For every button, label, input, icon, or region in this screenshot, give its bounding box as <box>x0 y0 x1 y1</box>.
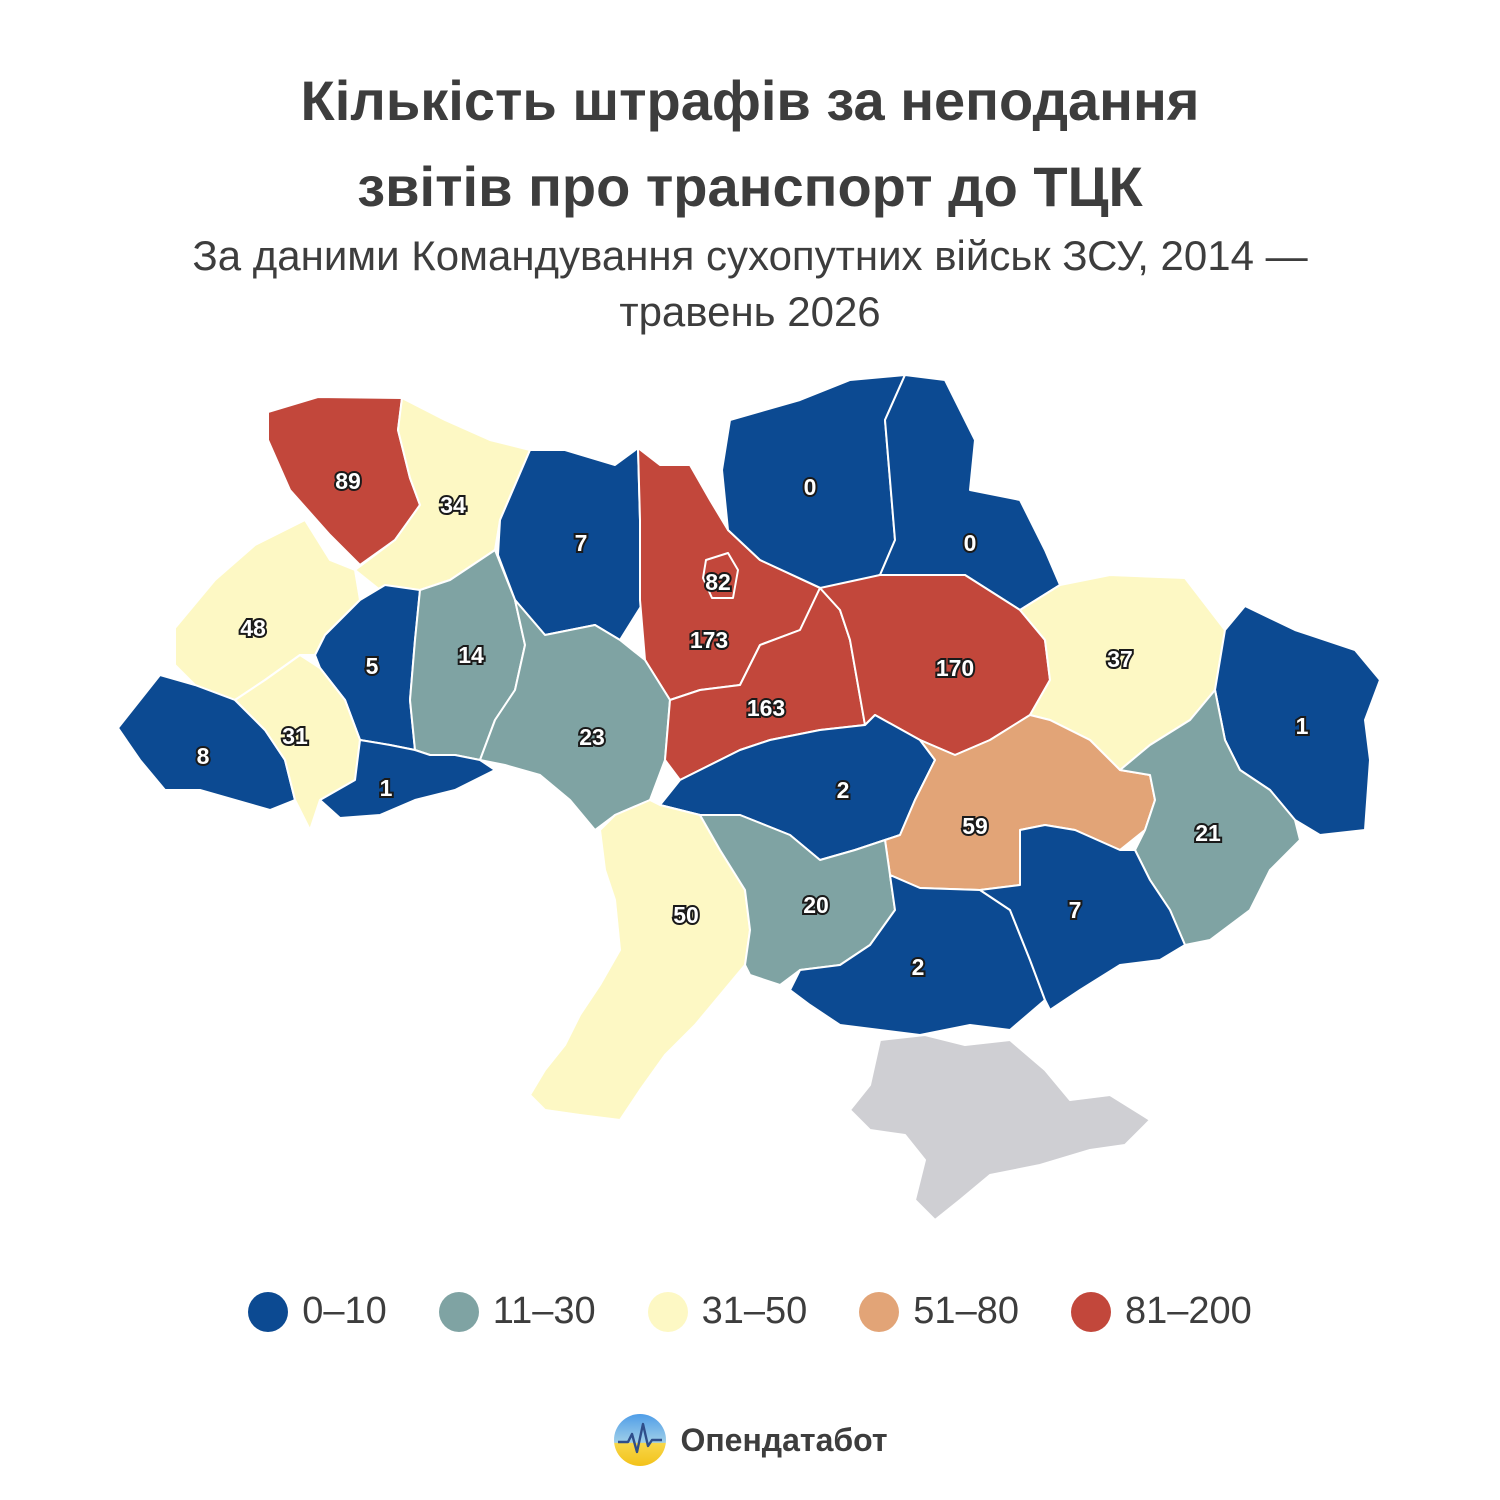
value-label-sumy: 0 <box>964 530 977 556</box>
legend-item: 81–200 <box>1070 1290 1252 1333</box>
region-chernivtsi <box>319 739 496 819</box>
legend-label: 81–200 <box>1124 1290 1252 1332</box>
region-vinnytsia <box>479 599 671 831</box>
value-label-ternopil: 5 <box>366 653 379 679</box>
value-label-ivano-frankivsk: 31 <box>282 723 308 749</box>
legend-label: 11–30 <box>492 1290 596 1332</box>
legend-label: 0–10 <box>302 1290 387 1332</box>
legend-swatch <box>438 1291 479 1332</box>
legend-swatch <box>1070 1291 1111 1332</box>
legend-item: 51–80 <box>859 1290 1019 1333</box>
value-label-vinnytsia: 23 <box>579 724 605 750</box>
value-label-khmelnytskyi: 14 <box>458 642 484 668</box>
legend-swatch <box>647 1291 688 1332</box>
value-label-zaporizhzhia: 7 <box>1069 897 1082 923</box>
value-label-kharkiv: 37 <box>1107 646 1133 672</box>
region-kyiv-city <box>702 552 739 599</box>
brand-name: Опендатабот <box>680 1421 888 1458</box>
legend-item: 0–10 <box>248 1290 387 1333</box>
legend: 0–10 11–30 31–50 51–80 81–200 <box>0 1290 1500 1333</box>
value-label-odesa: 50 <box>673 902 699 928</box>
value-label-kyiv-city: 82 <box>705 569 731 595</box>
value-label-kyiv-oblast: 173 <box>690 627 728 653</box>
value-label-zakarpattia: 8 <box>197 743 210 769</box>
title-line-1: Кількість штрафів за неподання <box>300 69 1200 132</box>
opendatabot-logo-icon <box>614 1414 667 1466</box>
value-label-poltava: 170 <box>936 655 974 681</box>
chart-title: Кількість штрафів за неподання звітів пр… <box>0 58 1500 230</box>
value-label-donetsk: 21 <box>1195 820 1221 846</box>
region-odesa <box>529 799 751 1121</box>
legend-item: 11–30 <box>438 1290 596 1333</box>
value-label-lviv: 48 <box>240 615 266 641</box>
region-zaporizhzhia <box>979 824 1186 1011</box>
region-crimea <box>849 1034 1151 1221</box>
subtitle-line-1: За даними Командування сухопутних військ… <box>192 232 1308 279</box>
footer-brand: Опендатабот <box>0 1412 1500 1468</box>
value-label-chernivtsi: 1 <box>380 775 393 801</box>
value-label-luhansk: 1 <box>1296 713 1309 739</box>
legend-swatch <box>859 1291 900 1332</box>
value-label-zhytomyr: 7 <box>575 530 588 556</box>
subtitle-line-2: травень 2026 <box>619 288 881 335</box>
value-label-dnipropetrovsk: 59 <box>962 813 988 839</box>
legend-label: 51–80 <box>913 1290 1019 1332</box>
value-label-mykolaiv: 20 <box>803 892 829 918</box>
legend-swatch <box>248 1291 289 1332</box>
legend-item: 31–50 <box>647 1290 808 1333</box>
region-donetsk <box>1119 689 1301 946</box>
value-label-kherson: 2 <box>912 954 925 980</box>
legend-label: 31–50 <box>701 1290 808 1332</box>
value-label-volyn: 89 <box>335 468 361 494</box>
chart-subtitle: За даними Командування сухопутних військ… <box>60 228 1440 340</box>
value-label-chernihiv: 0 <box>804 474 817 500</box>
title-line-2: звітів про транспорт до ТЦК <box>357 155 1143 218</box>
value-label-rivne: 34 <box>440 492 466 518</box>
value-label-kirovohrad: 2 <box>837 777 850 803</box>
value-label-cherkasy: 163 <box>747 695 785 721</box>
